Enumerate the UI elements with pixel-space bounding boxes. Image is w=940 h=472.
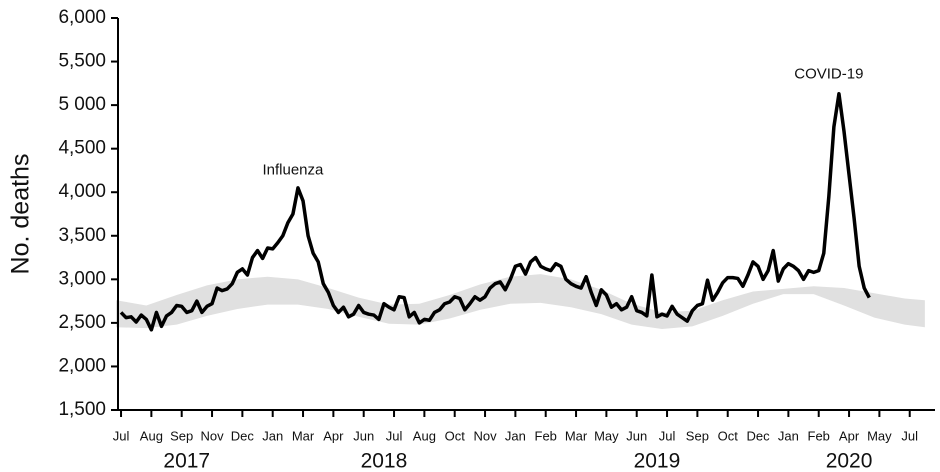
x-tick-label: Aug [413, 428, 436, 443]
y-tick-label: 2,000 [58, 355, 106, 376]
x-tick-label: Oct [445, 428, 466, 443]
x-tick-label: Nov [473, 428, 497, 443]
x-tick-label: Apr [323, 428, 344, 443]
y-tick-label: 3,000 [58, 268, 106, 289]
annotation: COVID-19 [794, 66, 863, 83]
x-tick-label: Mar [292, 428, 315, 443]
x-tick-label: May [594, 428, 619, 443]
year-label: 2019 [634, 450, 681, 472]
x-tick-label: Apr [839, 428, 860, 443]
y-tick-label: 1,500 [58, 399, 106, 420]
x-tick-label: Jan [262, 428, 283, 443]
x-tick-label: Jul [901, 428, 918, 443]
x-tick-label: Feb [808, 428, 830, 443]
year-label: 2018 [361, 450, 408, 472]
x-tick-label: Sep [686, 428, 709, 443]
x-tick-label: Mar [565, 428, 588, 443]
year-label: 2020 [826, 450, 873, 472]
x-tick-label: Jun [353, 428, 374, 443]
y-tick-label: 5 000 [58, 94, 106, 115]
data-line [119, 92, 871, 332]
x-tick-label: Dec [231, 428, 255, 443]
x-tick-label: Jan [505, 428, 526, 443]
y-tick-label: 6,000 [58, 7, 106, 28]
x-tick-label: Nov [200, 428, 224, 443]
x-tick-label: Dec [746, 428, 770, 443]
x-tick-label: Jul [113, 428, 130, 443]
x-tick-label: Jul [386, 428, 403, 443]
x-tick-label: Jun [626, 428, 647, 443]
year-label: 2017 [163, 450, 210, 472]
x-tick-label: Jul [659, 428, 676, 443]
y-tick-label: 2,500 [58, 312, 106, 333]
y-axis-label: No. deaths [7, 154, 35, 275]
x-tick-label: Feb [535, 428, 557, 443]
y-tick-label: 5,500 [58, 51, 106, 72]
x-tick-label: Aug [140, 428, 163, 443]
y-tick-label: 3,500 [58, 225, 106, 246]
expected-band [115, 274, 925, 329]
x-tick-label: May [867, 428, 892, 443]
x-tick-label: Sep [170, 428, 193, 443]
y-tick-label: 4,500 [58, 138, 106, 159]
annotation: Influenza [262, 161, 324, 178]
x-tick-label: Jan [778, 428, 799, 443]
x-tick-label: Oct [718, 428, 739, 443]
y-tick-label: 4,000 [58, 181, 106, 202]
